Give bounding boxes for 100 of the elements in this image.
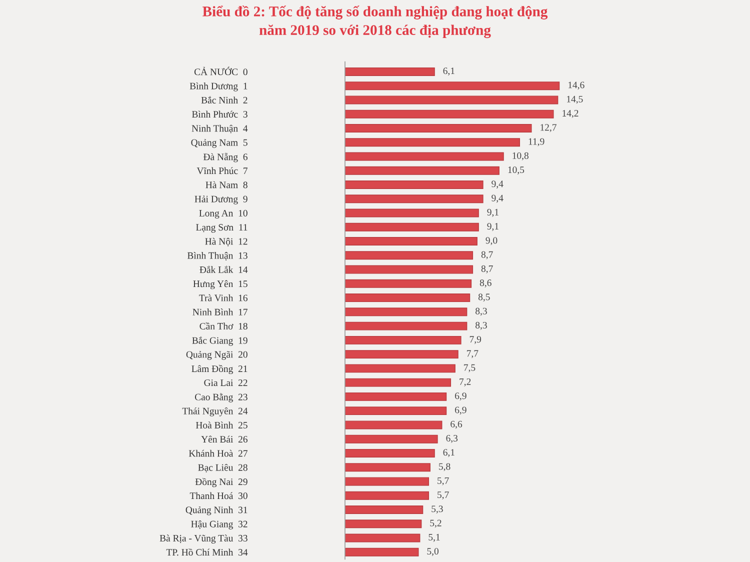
chart-title: Biểu đồ 2: Tốc độ tăng số doanh nghiệp đang hoạt động năm 2019 so với 2018 các địa phương xyxy=(202,6,548,38)
y-tick-label: Quảng Ninh 31 xyxy=(186,506,248,516)
bar xyxy=(345,237,478,246)
y-tick-label: Quảng Nam 5 xyxy=(191,139,248,148)
bar xyxy=(345,194,484,204)
bar xyxy=(345,463,430,472)
data-label: 5,0 xyxy=(427,548,438,556)
data-label: 5,1 xyxy=(428,534,440,542)
data-label: 7,2 xyxy=(460,378,471,386)
y-tick-label: Bắc Giang 19 xyxy=(192,336,248,346)
data-label: 6,9 xyxy=(455,392,466,401)
y-tick-label: Ninh Bình 17 xyxy=(192,308,248,316)
data-label: 9,1 xyxy=(487,223,498,231)
y-tick-label: Hà Nội 12 xyxy=(205,238,248,246)
data-label: 11,9 xyxy=(528,138,544,146)
bar xyxy=(345,279,472,288)
bar xyxy=(345,378,452,387)
data-label: 6,6 xyxy=(450,420,462,429)
data-label: 8,7 xyxy=(481,265,493,274)
bar xyxy=(345,251,474,260)
data-label: 5,2 xyxy=(430,520,442,528)
bar xyxy=(345,491,430,500)
data-label: 7,9 xyxy=(470,336,482,344)
bar xyxy=(345,208,479,218)
y-tick-label: Bình Dương 1 xyxy=(190,82,248,92)
bar xyxy=(345,222,479,232)
y-tick-label: Quảng Ngãi 20 xyxy=(186,351,248,360)
data-label: 8,6 xyxy=(480,280,492,288)
y-tick-label: Ninh Thuận 4 xyxy=(192,124,248,134)
data-label: 6,9 xyxy=(455,406,466,415)
data-label: 8,5 xyxy=(478,294,490,302)
y-tick-label: Bà Rịa - Vũng Tàu 33 xyxy=(160,534,248,544)
data-label: 10,8 xyxy=(512,152,528,160)
data-label: 7,7 xyxy=(466,350,478,358)
data-label: 9,4 xyxy=(492,194,504,203)
bar xyxy=(345,180,484,189)
y-tick-label: Cần Thơ 18 xyxy=(200,322,248,330)
y-tick-label: Bình Thuận 13 xyxy=(187,252,248,260)
y-tick-label: Vĩnh Phúc 7 xyxy=(196,167,248,174)
bar xyxy=(345,294,470,302)
y-tick-label: Gia Lai 22 xyxy=(204,380,248,386)
y-tick-label: Thái Nguyên 24 xyxy=(182,407,248,416)
bar xyxy=(345,420,442,430)
y-tick-label: Thanh Hoá 30 xyxy=(190,492,248,500)
data-label: 7,5 xyxy=(464,364,476,372)
data-label: 10,5 xyxy=(508,166,524,174)
bar xyxy=(345,534,420,542)
bar xyxy=(345,434,438,444)
data-label: 9,4 xyxy=(492,180,504,189)
bar xyxy=(345,82,560,90)
bar xyxy=(345,448,435,458)
bar xyxy=(345,392,447,401)
data-label: 8,3 xyxy=(476,308,487,316)
bar xyxy=(345,406,447,416)
y-tick-label: Cao Bằng 23 xyxy=(194,393,248,402)
y-tick-label: Khánh Hoà 27 xyxy=(188,450,248,457)
data-label: 14,5 xyxy=(567,96,583,104)
bar xyxy=(345,336,462,344)
bar xyxy=(345,110,554,118)
y-tick-label: Hậu Giang 32 xyxy=(191,520,248,530)
bar xyxy=(345,322,468,330)
y-tick-label: Bạc Liêu 28 xyxy=(198,464,248,472)
data-label: 5,7 xyxy=(438,477,449,486)
y-tick-label: Bắc Ninh 2 xyxy=(201,96,248,104)
data-label: 5,8 xyxy=(439,463,450,472)
data-label: 14,2 xyxy=(562,110,578,118)
bar xyxy=(345,265,474,274)
y-tick-label: Đà Nẵng 6 xyxy=(203,152,248,162)
data-label: 5,7 xyxy=(438,492,449,500)
y-tick-label: Trà Vinh 16 xyxy=(199,294,248,302)
bar xyxy=(345,520,422,528)
y-tick-label: Lạng Sơn 11 xyxy=(196,224,248,233)
bar xyxy=(345,96,558,104)
bar xyxy=(345,124,532,132)
y-tick-label: Hải Dương 9 xyxy=(194,196,248,204)
data-label: 8,3 xyxy=(476,322,487,330)
y-tick-label: Bình Phước 3 xyxy=(192,110,248,118)
bar xyxy=(345,308,468,316)
bar xyxy=(345,166,500,175)
data-label: 14,6 xyxy=(568,82,584,90)
y-tick-label: Đồng Nai 29 xyxy=(195,478,248,488)
bar xyxy=(345,138,520,147)
bar xyxy=(345,350,458,359)
y-tick-label: TP. Hồ Chí Minh 34 xyxy=(166,548,248,556)
y-tick-label: Yên Bái 26 xyxy=(201,436,248,443)
bar xyxy=(345,364,456,373)
bar xyxy=(345,548,419,556)
y-tick-label: CẢ NƯỚC 0 xyxy=(194,66,248,76)
bar xyxy=(345,67,435,76)
data-label: 5,3 xyxy=(432,506,443,514)
bar xyxy=(345,506,424,514)
y-tick-label: Hà Nam 8 xyxy=(206,181,248,188)
bar xyxy=(345,477,430,486)
y-tick-label: Lâm Đồng 21 xyxy=(192,364,248,374)
data-label: 6,1 xyxy=(443,449,454,458)
y-tick-label: Đắk Lắk 14 xyxy=(200,266,248,273)
y-tick-label: Hưng Yên 15 xyxy=(193,280,248,290)
bar xyxy=(345,152,504,161)
data-label: 6,1 xyxy=(443,68,454,76)
data-label: 9,1 xyxy=(487,208,498,217)
